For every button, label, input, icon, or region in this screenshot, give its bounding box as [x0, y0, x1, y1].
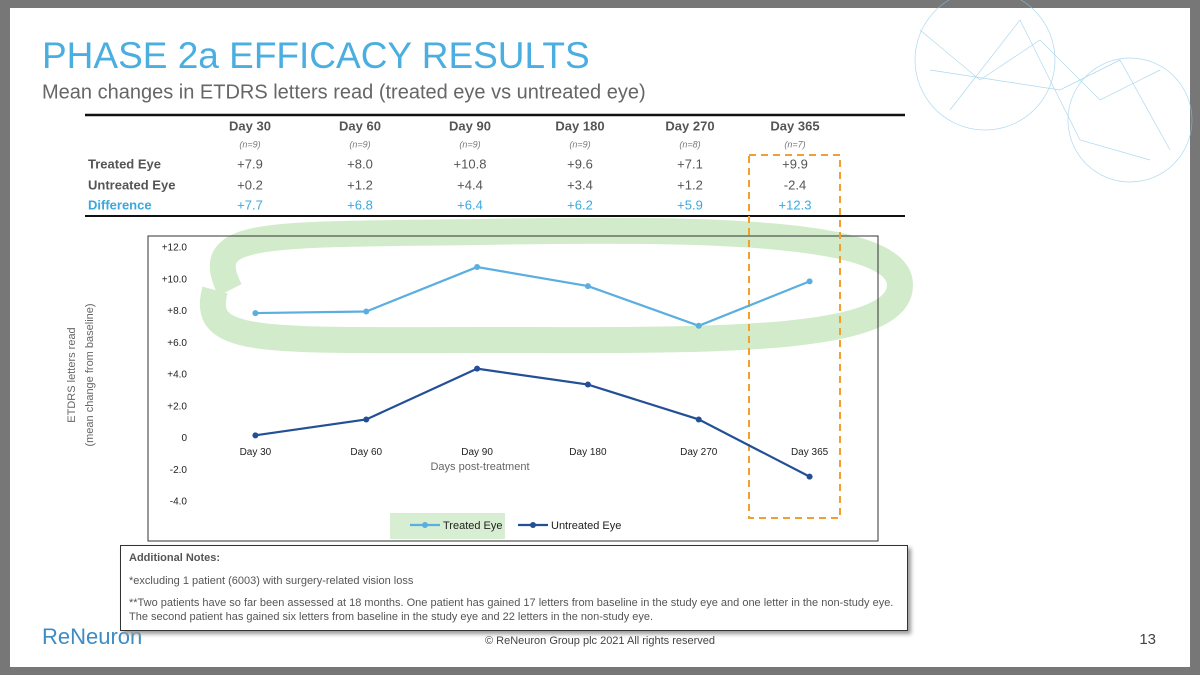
- row-label: Treated Eye: [88, 156, 161, 171]
- cell: +12.3: [779, 197, 812, 212]
- series-line: [255, 367, 811, 478]
- column-header: Day 365: [770, 118, 819, 133]
- cell: +8.0: [347, 156, 373, 171]
- column-header: Day 60: [339, 118, 381, 133]
- legend-marker: [530, 522, 536, 528]
- column-n: (n=9): [349, 139, 370, 149]
- note: **Two patients have so far been assessed…: [129, 597, 894, 623]
- note: *excluding 1 patient (6003) with surgery…: [129, 575, 414, 587]
- data-point: [695, 416, 702, 423]
- cell: +3.4: [567, 177, 593, 192]
- row-label: Difference: [88, 197, 152, 212]
- cell: +6.8: [347, 197, 373, 212]
- y-axis-title: (mean change from baseline): [84, 303, 96, 446]
- y-tick-label: +10.0: [162, 274, 188, 285]
- column-n: (n=7): [784, 139, 805, 149]
- cell: +5.9: [677, 197, 703, 212]
- cell: +1.2: [677, 177, 703, 192]
- cell: +6.4: [457, 197, 483, 212]
- data-point: [474, 264, 481, 271]
- data-point: [584, 381, 591, 388]
- data-point: [584, 283, 591, 290]
- column-header: Day 180: [555, 118, 604, 133]
- x-tick-label: Day 270: [680, 447, 718, 458]
- column-n: (n=9): [569, 139, 590, 149]
- highlight: [199, 217, 914, 354]
- cell: +10.8: [454, 156, 487, 171]
- legend-label: Untreated Eye: [551, 520, 621, 532]
- data-point: [252, 310, 259, 317]
- y-tick-label: +4.0: [167, 370, 187, 381]
- x-tick-label: Day 30: [240, 447, 272, 458]
- data-point: [474, 365, 481, 372]
- column-n: (n=9): [459, 139, 480, 149]
- cell: +9.9: [782, 156, 808, 171]
- cell: +4.4: [457, 177, 483, 192]
- y-tick-label: 0: [181, 433, 187, 444]
- column-header: Day 270: [665, 118, 714, 133]
- data-point: [806, 473, 813, 480]
- data-point: [363, 416, 370, 423]
- callout-box: [748, 154, 841, 519]
- notes-title: Additional Notes:: [129, 552, 221, 564]
- cell: -2.4: [784, 177, 806, 192]
- copyright: © ReNeuron Group plc 2021 All rights res…: [485, 635, 715, 647]
- cell: +7.7: [237, 197, 263, 212]
- title: PHASE 2a EFFICACY RESULTS: [42, 35, 590, 76]
- column-header: Day 90: [449, 118, 491, 133]
- x-tick-label: Day 365: [791, 447, 829, 458]
- cell: +6.2: [567, 197, 593, 212]
- y-axis-title: ETDRS letters read: [66, 327, 78, 422]
- chart-frame: [147, 235, 879, 542]
- column-n: (n=9): [239, 139, 260, 149]
- cell: +0.2: [237, 177, 263, 192]
- cell: +1.2: [347, 177, 373, 192]
- legend-label: Treated Eye: [443, 520, 503, 532]
- data-point: [363, 308, 370, 315]
- data-point: [252, 432, 259, 439]
- network-decoration: [914, 0, 1193, 183]
- y-tick-label: +6.0: [167, 338, 187, 349]
- page-number: 13: [1139, 631, 1156, 648]
- series-line: [255, 265, 810, 327]
- y-tick-label: +2.0: [167, 401, 187, 412]
- notes: Additional Notes: *excluding 1 patient (…: [120, 545, 908, 631]
- data-point: [695, 322, 702, 329]
- x-tick-label: Day 60: [350, 447, 382, 458]
- y-tick-label: +12.0: [162, 243, 188, 254]
- highlight: [390, 513, 505, 539]
- column-n: (n=8): [679, 139, 700, 149]
- y-tick-label: +8.0: [167, 306, 187, 317]
- cell: +9.6: [567, 156, 593, 171]
- x-tick-label: Day 90: [461, 447, 493, 458]
- column-header: Day 30: [229, 118, 271, 133]
- cell: +7.1: [677, 156, 703, 171]
- legend-marker: [422, 522, 428, 528]
- row-label: Untreated Eye: [88, 177, 175, 192]
- x-axis-title: Days post-treatment: [430, 461, 529, 473]
- y-tick-label: -4.0: [170, 497, 188, 508]
- x-tick-label: Day 180: [569, 447, 607, 458]
- y-tick-label: -2.0: [170, 465, 188, 476]
- data-point: [806, 278, 813, 285]
- cell: +7.9: [237, 156, 263, 171]
- subtitle: Mean changes in ETDRS letters read (trea…: [42, 81, 646, 103]
